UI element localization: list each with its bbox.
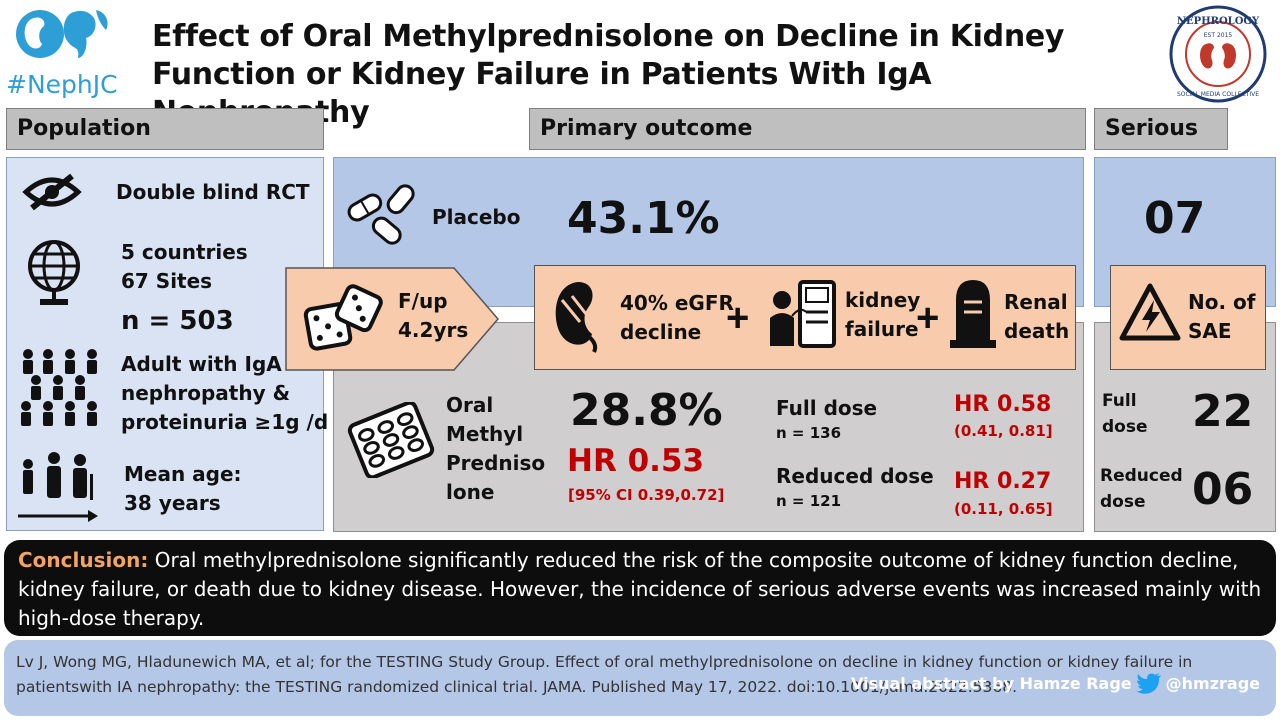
primary-outcome-header: Primary outcome: [529, 108, 1086, 150]
reduced-dose-ci: (0.11, 0.65]: [954, 500, 1053, 518]
mean-age-label: Mean age:: [124, 462, 242, 486]
conclusion-text: Oral methylprednisolone significantly re…: [18, 548, 1262, 630]
sae-reduced-line-2: dose: [1100, 492, 1146, 512]
study-design: Double blind RCT: [116, 180, 310, 204]
conclusion-label: Conclusion: [18, 548, 141, 572]
serious-ae-header: Serious AE: [1094, 108, 1228, 181]
kidney-failure-line-1: kidney: [845, 288, 921, 312]
sae-label-box: [1110, 265, 1266, 370]
sae-label-line-2: SAE: [1188, 319, 1232, 343]
drug-outcome-value: 28.8%: [570, 385, 723, 436]
drug-name-1: Oral: [446, 393, 494, 417]
drug-hr: HR 0.53: [567, 443, 705, 479]
conclusion-colon: :: [140, 548, 149, 572]
logo-est: EST 2015: [1204, 32, 1233, 39]
nephrology-seal-icon: NEPHROLOGY EST 2015 SOCIAL MEDIA COLLECT…: [1169, 5, 1267, 103]
egfr-line-1: 40% eGFR: [620, 291, 734, 315]
reduced-dose-hr: HR 0.27: [954, 469, 1052, 494]
followup-label: F/up: [398, 289, 448, 313]
twitter-handle[interactable]: @hmzrage: [1165, 673, 1260, 693]
kidney-icon-outcome: [548, 278, 604, 354]
followup-duration: 4.2yrs: [398, 318, 469, 342]
plus-sign-1: +: [726, 296, 750, 340]
logo-name: NEPHROLOGY: [1177, 16, 1260, 27]
citation-box: Lv J, Wong MG, Hladunewich MA, et al; fo…: [4, 640, 1276, 716]
sae-reduced-count: 06: [1192, 464, 1254, 515]
full-dose-label: Full dose: [776, 396, 878, 420]
countries-count: 5 countries: [121, 240, 248, 264]
egfr-line-2: decline: [620, 320, 702, 344]
sae-reduced-line-1: Reduced: [1100, 466, 1183, 486]
dice-icon: [300, 282, 384, 352]
title-line-1: Effect of Oral Methylprednisolone on Dec…: [152, 19, 1065, 54]
sae-placebo-count: 07: [1144, 193, 1206, 244]
blister-pack-icon: [346, 402, 436, 478]
placebo-outcome-value: 43.1%: [567, 193, 720, 244]
kidney-icon: [16, 10, 108, 58]
adult-criteria-1: Adult with IgA: [121, 352, 282, 376]
full-dose-ci: (0.41, 0.81]: [954, 422, 1053, 440]
citation-text: Lv J, Wong MG, Hladunewich MA, et al; fo…: [16, 653, 1193, 696]
renal-death-line-1: Renal: [1004, 290, 1068, 314]
brand-hashtag: #NephJC: [6, 70, 118, 99]
sae-label-line-1: No. of: [1188, 290, 1256, 314]
reduced-dose-label: Reduced dose: [776, 464, 934, 488]
drug-name-3: Predniso: [446, 451, 546, 475]
high-voltage-warning-icon: [1118, 282, 1182, 342]
logo-ring-text: SOCIAL MEDIA COLLECTIVE: [1177, 91, 1259, 98]
twitter-bird-icon: [1135, 673, 1161, 694]
drug-ci: [95% CI 0.39,0.72]: [568, 486, 725, 504]
renal-death-line-2: death: [1004, 319, 1070, 343]
credit-text: Visual abstract by Hamze Rage: [850, 673, 1132, 693]
pills-icon: [342, 182, 418, 246]
sae-full-count: 22: [1192, 386, 1254, 437]
title-line-2: Function or Kidney Failure in Patients W…: [152, 57, 932, 130]
sae-full-line-2: dose: [1102, 417, 1148, 437]
tombstone-icon: [948, 276, 998, 352]
sae-full-line-1: Full: [1102, 391, 1137, 411]
blind-eye-icon: [22, 172, 82, 212]
nephrology-smc-logo: NEPHROLOGY EST 2015 SOCIAL MEDIA COLLECT…: [1162, 4, 1274, 104]
population-header: Population: [6, 108, 324, 150]
full-dose-n: n = 136: [776, 424, 842, 442]
adult-criteria-2: nephropathy &: [121, 381, 291, 405]
nephjc-logo: [14, 6, 114, 70]
population-panel: [6, 157, 324, 531]
sample-size: n = 503: [121, 306, 234, 336]
drug-name-4: lone: [446, 480, 495, 504]
sites-count: 67 Sites: [121, 269, 213, 293]
page-title: Effect of Oral Methylprednisolone on Dec…: [152, 18, 1112, 132]
family-age-icon: [16, 450, 100, 526]
full-dose-hr: HR 0.58: [954, 392, 1052, 417]
sae-full-dose-label: Full dose: [1102, 388, 1148, 440]
drug-name-2: Methyl: [446, 422, 524, 446]
globe-icon: [22, 236, 86, 308]
reduced-dose-n: n = 121: [776, 492, 842, 510]
crowd-icon: [18, 348, 102, 428]
sae-reduced-dose-label: Reduced dose: [1100, 463, 1183, 515]
conclusion-box: Conclusion: Oral methylprednisolone sign…: [4, 540, 1276, 636]
mean-age-value: 38 years: [124, 491, 221, 515]
kidney-failure-line-2: failure: [845, 317, 919, 341]
author-credit: Visual abstract by Hamze Rage @hmzrage: [851, 672, 1260, 694]
placebo-label: Placebo: [432, 205, 521, 229]
dialysis-icon: [766, 276, 838, 352]
adult-criteria-3: proteinuria ≥1g /d: [121, 410, 329, 434]
plus-sign-2: +: [916, 296, 940, 340]
